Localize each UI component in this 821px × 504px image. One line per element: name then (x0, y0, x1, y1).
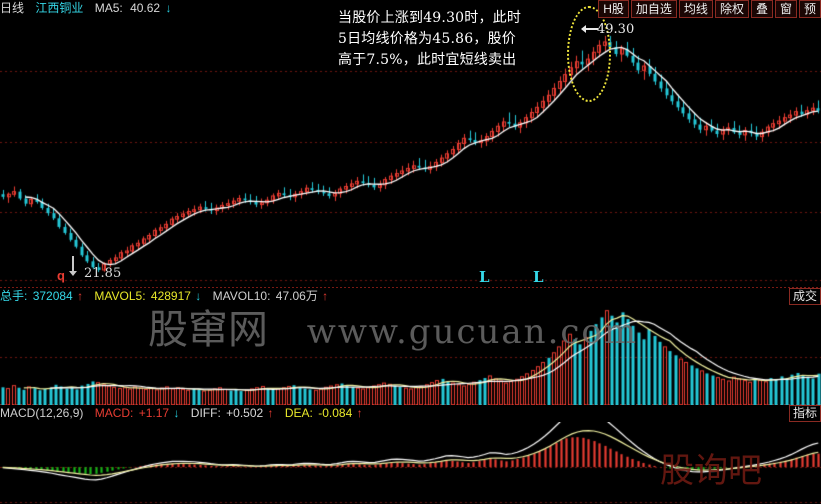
macd-title: MACD(12,26,9) (0, 406, 84, 420)
mavol5-arrow: ↓ (195, 289, 202, 303)
add-watchlist-button[interactable]: 加自选 (630, 0, 677, 18)
site-watermark: 股窜网 www.gucuan.com (148, 307, 638, 355)
macd-panel-tab[interactable]: 指标 (788, 405, 821, 422)
ma5-arrow: ↓ (165, 1, 172, 15)
overlay-button[interactable]: 叠 (750, 0, 773, 18)
chart-annotation-text: 当股价上涨到49.30时，此时 5日均线价格为45.86，股价 高于7.5%，此… (338, 8, 521, 71)
price-chart-panel[interactable] (0, 17, 821, 288)
macd-arrow: ↓ (173, 406, 180, 420)
ma5-label: MA5: (94, 1, 123, 15)
macd-chart-panel[interactable] (0, 422, 821, 504)
watermark-url: www.gucuan.com (306, 312, 639, 352)
diff-arrow: ↑ (267, 406, 274, 420)
dea-arrow: ↑ (356, 406, 363, 420)
chart-status-bar: 日线 江西铜业 MA5: 40.62 ↓ (0, 0, 179, 17)
window-button[interactable]: 窗 (774, 0, 797, 18)
ex-rights-button[interactable]: 除权 (714, 0, 749, 18)
macd-status-bar: MACD(12,26,9) MACD: +1.17 ↓ DIFF: +0.502… (0, 405, 371, 422)
stock-name-label[interactable]: 江西铜业 (35, 1, 84, 15)
dea-label: DEA: (284, 406, 313, 420)
mavol10-label: MAVOL10: (212, 289, 271, 303)
pivot-marker-l-1: L (479, 268, 490, 286)
secondary-watermark: 股询吧 (660, 451, 762, 491)
annotation-line-1: 当股价上涨到49.30时，此时 (338, 10, 522, 26)
mavol10-value: 47.06万 (275, 289, 318, 303)
mavol5-label: MAVOL5: (94, 289, 146, 303)
ma5-value: 40.62 (130, 1, 161, 15)
macd-value: +1.17 (138, 406, 170, 420)
volume-panel-tab[interactable]: 成交 (788, 288, 821, 305)
macd-canvas (0, 422, 821, 504)
pivot-marker-l-2: L (533, 268, 544, 286)
dea-value: -0.084 (318, 406, 353, 420)
volume-chart-panel[interactable] (0, 305, 821, 405)
macd-label: MACD: (94, 406, 134, 420)
period-label[interactable]: 日线 (0, 1, 25, 15)
annotation-line-2: 5日均线价格为45.86，股价 (338, 31, 516, 47)
annotation-line-3: 高于7.5%，此时宜短线卖出 (338, 52, 517, 68)
mavol10-arrow: ↑ (322, 289, 329, 303)
low-price-label: 21.85 (84, 266, 122, 281)
diff-value: +0.502 (226, 406, 264, 420)
peak-price-callout: 49.30 (597, 22, 635, 37)
low-arrow-icon (69, 256, 77, 276)
volume-canvas (0, 305, 821, 405)
total-volume-value: 372084 (32, 289, 73, 303)
volume-status-bar: 总手: 372084 ↑ MAVOL5: 428917 ↓ MAVOL10: 4… (0, 288, 336, 305)
total-volume-arrow: ↑ (77, 289, 84, 303)
diff-label: DIFF: (190, 406, 221, 420)
highlight-ellipse (567, 6, 611, 102)
mavol5-value: 428917 (150, 289, 191, 303)
total-volume-label: 总手: (0, 289, 28, 303)
h-shares-button[interactable]: H股 (598, 0, 629, 18)
watermark-site-name: 股窜网 (148, 307, 268, 353)
alert-button[interactable]: 预 (798, 0, 821, 18)
moving-average-button[interactable]: 均线 (678, 0, 713, 18)
candlestick-canvas (0, 17, 821, 288)
callout-arrow-icon (581, 25, 598, 33)
low-pivot-flag: q (57, 268, 65, 283)
chart-toolbar: H股 加自选 均线 除权 叠 窗 预 (596, 0, 821, 18)
